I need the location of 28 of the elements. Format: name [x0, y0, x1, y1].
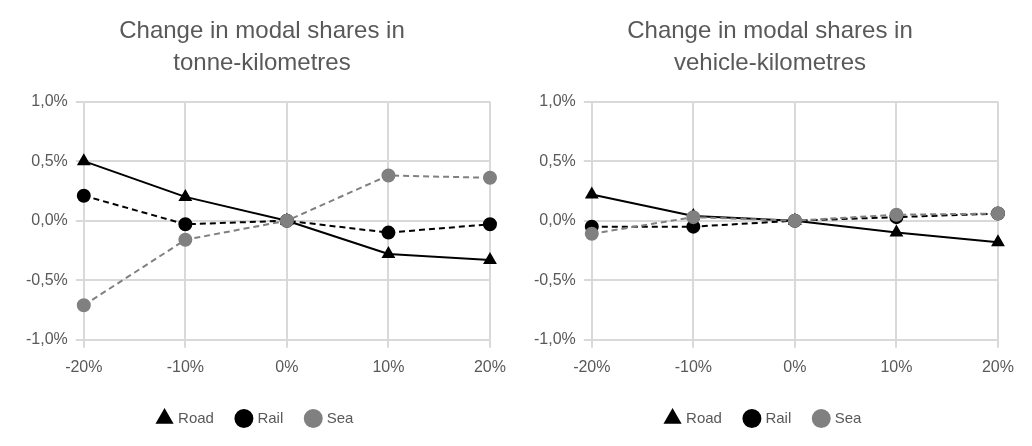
- x-tick-label: 10%: [880, 357, 913, 375]
- x-tick-label: 20%: [981, 357, 1014, 375]
- legend-label: Road: [686, 408, 722, 426]
- x-tick-label: 0%: [275, 357, 299, 375]
- y-tick-label: -1,0%: [534, 330, 576, 348]
- legend-label: Sea: [326, 408, 355, 426]
- y-tick-label: -1,0%: [26, 330, 68, 348]
- x-tick-label: -20%: [573, 357, 611, 375]
- x-tick-label: 20%: [473, 357, 506, 375]
- y-tick-label: -0,5%: [26, 270, 68, 288]
- legend-label: Sea: [834, 408, 863, 426]
- legend-label: Rail: [257, 408, 284, 426]
- x-tick-label: -10%: [166, 357, 205, 375]
- y-tick-label: -0,5%: [534, 270, 576, 288]
- x-tick-label: 10%: [372, 357, 405, 375]
- y-tick-label: 1,0%: [31, 92, 68, 110]
- y-tick-label: 0,0%: [31, 211, 68, 229]
- y-tick-label: 0,5%: [539, 151, 576, 169]
- y-tick-label: 1,0%: [539, 92, 576, 110]
- legend-label: Rail: [765, 408, 792, 426]
- x-tick-label: -10%: [674, 357, 713, 375]
- x-tick-label: -20%: [65, 357, 103, 375]
- legend-label: Road: [178, 408, 214, 426]
- chart-title: Change in modal shares in vehicle-kilometres: [626, 15, 914, 77]
- x-tick-label: 0%: [783, 357, 807, 375]
- y-tick-label: 0,0%: [539, 211, 576, 229]
- y-tick-label: 0,5%: [31, 151, 68, 169]
- chart-title: Change in modal shares in tonne-kilometres: [118, 15, 406, 77]
